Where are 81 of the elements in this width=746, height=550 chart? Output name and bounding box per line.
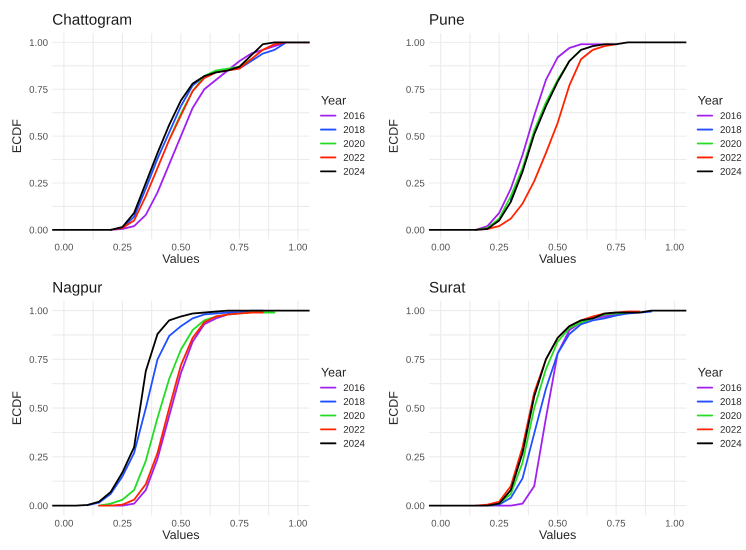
x-tick-label: 0.25 <box>490 244 508 251</box>
legend-label: 2018 <box>344 126 364 134</box>
y-tick-label: 0.00 <box>406 502 424 510</box>
x-axis-title: Values <box>539 530 576 540</box>
y-tick-label: 1.00 <box>30 39 48 46</box>
x-tick-label: 1.00 <box>289 520 307 527</box>
legend-label: 2022 <box>344 426 364 433</box>
y-tick-label: 0.25 <box>406 180 424 187</box>
legend-title: Year <box>698 368 723 377</box>
chart-title: Pune <box>430 14 464 25</box>
line-series <box>428 310 686 507</box>
line-series <box>52 41 310 231</box>
legend-label: 2018 <box>720 398 742 406</box>
x-tick-label: 0.00 <box>54 520 73 527</box>
legend-label: 2016 <box>344 112 364 120</box>
line-series <box>474 43 618 231</box>
legend-label: 2018 <box>720 126 742 134</box>
x-tick-label: 0.50 <box>548 520 567 527</box>
y-tick-label: 0.75 <box>30 356 48 363</box>
legend-label: 2024 <box>720 168 742 175</box>
y-axis-title: ECDF <box>12 392 22 424</box>
x-axis-title: Values <box>539 254 576 264</box>
x-tick-label: 0.00 <box>54 244 73 251</box>
legend-label: 2016 <box>344 384 364 392</box>
legend-title: Year <box>321 368 346 377</box>
legend-label: 2016 <box>720 112 742 120</box>
legend-title: Year <box>321 96 346 105</box>
legend-label: 2022 <box>720 426 742 433</box>
y-tick-label: 0.25 <box>30 454 48 460</box>
x-tick-label: 0.50 <box>172 244 190 251</box>
legend-label: 2024 <box>344 168 365 175</box>
chart-title: Surat <box>430 282 466 293</box>
legend-label: 2020 <box>720 412 742 419</box>
y-tick-label: 1.00 <box>30 307 48 314</box>
y-tick-label: 1.00 <box>406 39 424 46</box>
y-tick-label: 0.25 <box>30 180 48 187</box>
legend-label: 2024 <box>344 440 365 447</box>
legend-label: 2022 <box>720 154 742 161</box>
x-tick-label: 0.75 <box>607 520 626 527</box>
x-tick-label: 0.00 <box>432 520 450 527</box>
y-tick-label: 1.00 <box>406 307 424 314</box>
line-series <box>428 41 686 231</box>
legend-label: 2020 <box>344 140 365 147</box>
y-tick-label: 0.00 <box>30 226 48 234</box>
legend-label: 2024 <box>720 440 742 447</box>
y-tick-label: 0.50 <box>30 404 48 412</box>
y-axis-title: ECDF <box>12 120 22 152</box>
y-tick-label: 0.75 <box>30 86 48 93</box>
y-tick-label: 0.25 <box>406 454 424 460</box>
x-tick-label: 0.75 <box>230 244 248 251</box>
y-tick-label: 0.75 <box>406 86 424 93</box>
y-tick-label: 0.00 <box>30 502 48 510</box>
chart-title: Nagpur <box>53 282 102 296</box>
x-tick-label: 0.75 <box>607 244 626 251</box>
legend-title: Year <box>698 96 723 105</box>
x-tick-label: 0.75 <box>230 520 248 527</box>
legend-label: 2016 <box>720 384 742 392</box>
line-series <box>52 310 310 507</box>
y-tick-label: 0.50 <box>406 132 424 140</box>
y-tick-label: 0.75 <box>406 356 424 363</box>
x-tick-label: 0.25 <box>490 520 508 527</box>
y-axis-title: ECDF <box>388 392 398 424</box>
y-axis-title: ECDF <box>388 120 398 152</box>
x-axis-title: Values <box>162 530 200 540</box>
x-axis-title: Values <box>162 254 200 264</box>
x-tick-label: 1.00 <box>666 244 684 251</box>
y-tick-label: 0.00 <box>406 226 424 234</box>
x-tick-label: 0.25 <box>113 244 132 251</box>
x-tick-label: 1.00 <box>289 244 307 251</box>
legend-label: 2020 <box>344 412 365 419</box>
legend-label: 2022 <box>344 154 364 161</box>
chart-title: Chattogram <box>52 14 132 28</box>
x-tick-label: 0.00 <box>432 244 450 251</box>
x-tick-label: 0.25 <box>113 520 132 527</box>
y-tick-label: 0.50 <box>30 132 48 140</box>
x-tick-label: 0.50 <box>548 244 567 251</box>
y-tick-label: 0.50 <box>406 404 424 412</box>
legend-label: 2018 <box>344 398 364 406</box>
x-tick-label: 1.00 <box>666 520 684 527</box>
legend-label: 2020 <box>720 140 742 147</box>
x-tick-label: 0.50 <box>172 520 190 527</box>
